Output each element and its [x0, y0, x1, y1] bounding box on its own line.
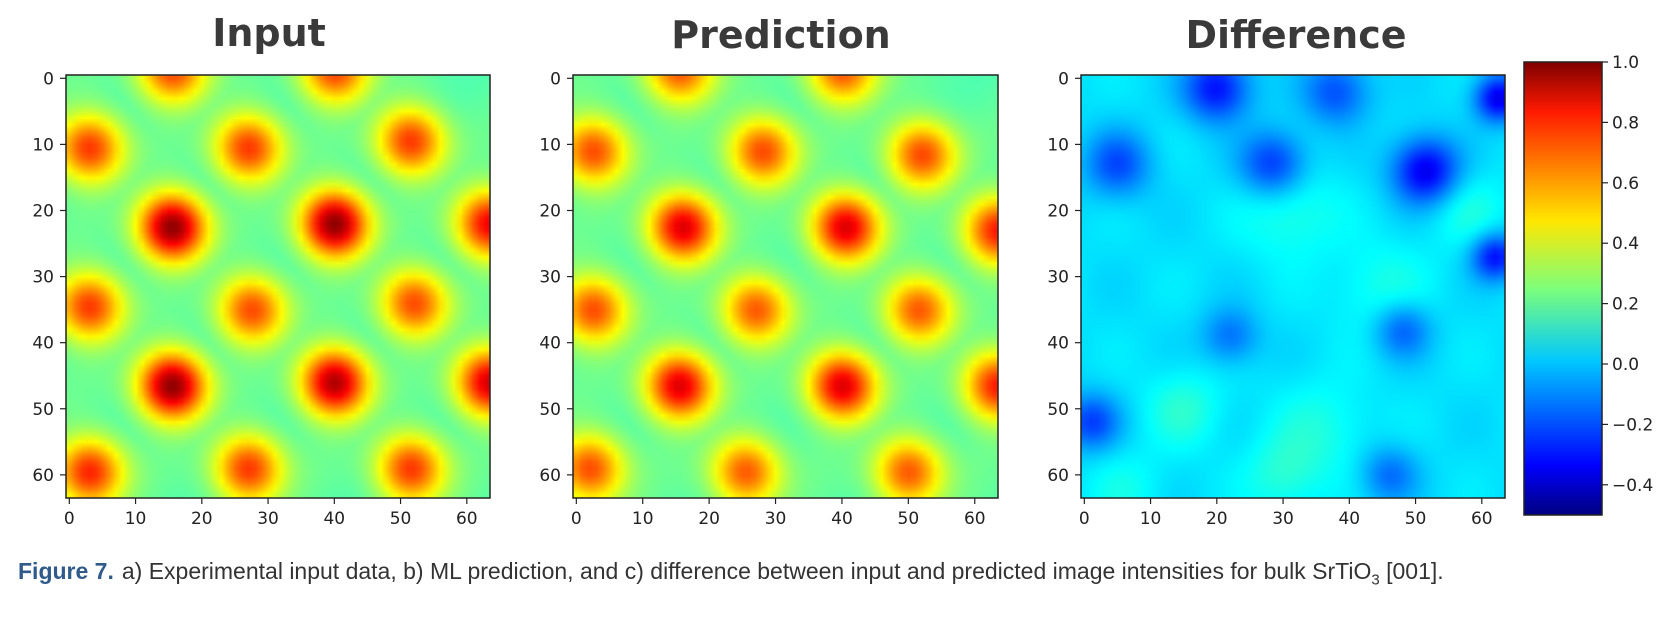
heatmap-image	[66, 75, 490, 498]
caption-lead: Figure 7.	[18, 558, 114, 584]
x-tick-label: 60	[964, 509, 986, 529]
y-tick-label: 50	[32, 400, 54, 420]
axis-ticks: 0 10 20 30 40 50 60 0 10 20 30 40 50 60	[539, 69, 985, 529]
caption-subscript: 3	[1371, 571, 1380, 589]
y-tick-label: 20	[32, 201, 54, 221]
x-tick-label: 40	[323, 509, 345, 529]
colorbar-gradient	[1523, 61, 1603, 516]
x-tick-label: 50	[898, 509, 920, 529]
colorbar-tick-label: −0.4	[1612, 476, 1653, 496]
x-tick-label: 10	[125, 509, 147, 529]
x-tick-label: 10	[632, 509, 654, 529]
y-tick-label: 10	[32, 135, 54, 155]
x-tick-label: 20	[191, 509, 213, 529]
x-tick-label: 0	[64, 509, 75, 529]
x-tick-label: 20	[698, 509, 720, 529]
y-tick-label: 50	[539, 400, 561, 420]
colorbar: 1.0 0.8 0.6 0.4 0.2 0.0 −0.2 −0.4	[1523, 53, 1653, 516]
colorbar-tick-label: 0.0	[1612, 355, 1639, 375]
plot-frame	[65, 74, 491, 499]
y-tick-label: 40	[1047, 334, 1069, 354]
y-tick-label: 60	[32, 466, 54, 486]
figure: Input 0 10 20 30 40 50 60 0 10 20 30 40 50 60 Predict…	[32, 11, 1653, 529]
colorbar-tick-label: 0.2	[1612, 295, 1639, 315]
y-tick-label: 20	[539, 201, 561, 221]
y-tick-label: 0	[1058, 69, 1069, 89]
x-tick-label: 60	[456, 509, 478, 529]
x-tick-label: 40	[1338, 509, 1360, 529]
y-tick-label: 60	[539, 466, 561, 486]
axis-ticks: 0 10 20 30 40 50 60 0 10 20 30 40 50 60	[32, 69, 477, 529]
x-tick-label: 0	[571, 509, 582, 529]
caption-text: a) Experimental input data, b) ML predic…	[121, 558, 1372, 584]
y-tick-label: 0	[550, 69, 561, 89]
y-tick-label: 30	[32, 268, 54, 288]
x-tick-label: 30	[1272, 509, 1294, 529]
panel-input: Input 0 10 20 30 40 50 60 0 10 20 30 40 50 60	[32, 11, 491, 529]
y-tick-label: 30	[539, 268, 561, 288]
panel-title: Prediction	[671, 13, 890, 57]
y-tick-label: 20	[1047, 201, 1069, 221]
y-tick-label: 30	[1047, 268, 1069, 288]
y-tick-label: 10	[1047, 135, 1069, 155]
x-tick-label: 0	[1079, 509, 1090, 529]
y-tick-label: 40	[32, 334, 54, 354]
colorbar-tick-label: 1.0	[1612, 53, 1639, 73]
y-tick-label: 60	[1047, 466, 1069, 486]
heatmap-image	[1081, 75, 1505, 498]
caption-tail: [001].	[1379, 558, 1444, 584]
plot-frame	[1080, 74, 1506, 499]
panel-difference: Difference 0 10 20 30 40 50 60 0 10 20 30 40 50 60	[1047, 13, 1506, 529]
y-tick-label: 10	[539, 135, 561, 155]
y-tick-label: 0	[43, 69, 54, 89]
colorbar-tick-label: 0.8	[1612, 113, 1639, 133]
panel-title: Difference	[1186, 13, 1407, 57]
x-tick-label: 30	[257, 509, 279, 529]
panel-title: Input	[212, 11, 326, 55]
y-tick-label: 40	[539, 334, 561, 354]
x-tick-label: 10	[1140, 509, 1162, 529]
x-tick-label: 20	[1206, 509, 1228, 529]
x-tick-label: 40	[831, 509, 853, 529]
axis-ticks: 0 10 20 30 40 50 60 0 10 20 30 40 50 60	[1047, 69, 1492, 529]
x-tick-label: 60	[1471, 509, 1493, 529]
x-tick-label: 50	[390, 509, 412, 529]
x-tick-label: 30	[765, 509, 787, 529]
figure-caption: Figure 7. a) Experimental input data, b) …	[18, 558, 1668, 589]
colorbar-tick-label: 0.6	[1612, 174, 1639, 194]
colorbar-tick-label: 0.4	[1612, 234, 1639, 254]
colorbar-tick-label: −0.2	[1612, 415, 1653, 435]
plot-frame	[572, 74, 999, 499]
colorbar-ticks: 1.0 0.8 0.6 0.4 0.2 0.0 −0.2 −0.4	[1602, 53, 1653, 496]
heatmap-image	[573, 75, 998, 498]
x-tick-label: 50	[1405, 509, 1427, 529]
y-tick-label: 50	[1047, 400, 1069, 420]
panel-prediction: Prediction 0 10 20 30 40 50 60 0 10 20 30 40 50 60	[539, 13, 999, 529]
